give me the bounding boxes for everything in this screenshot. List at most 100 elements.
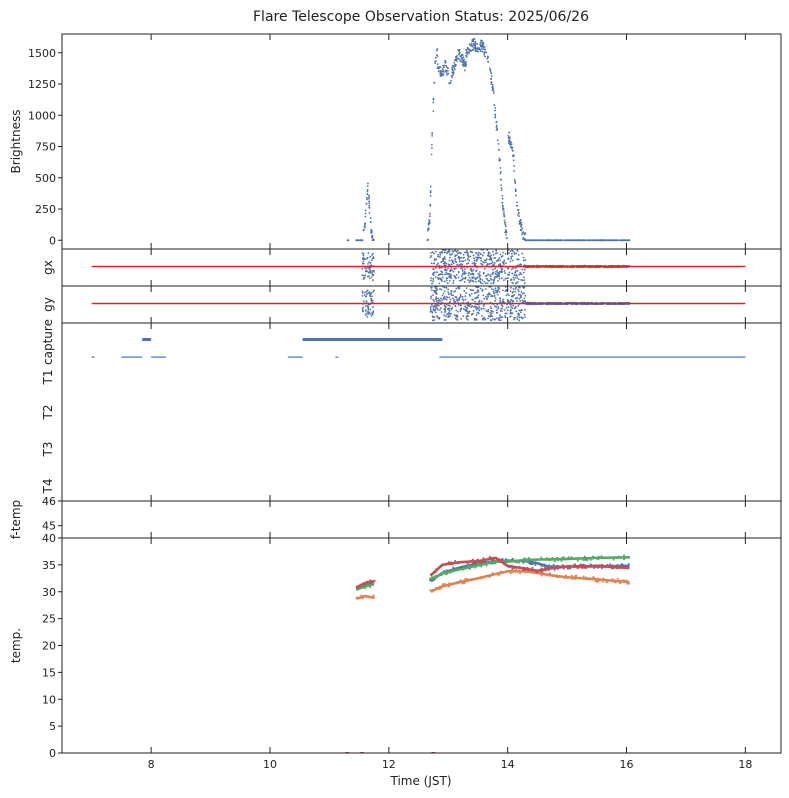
brightness-point (435, 49, 438, 52)
gy-point (474, 292, 476, 294)
gx-point (498, 277, 501, 280)
gy-point (430, 286, 433, 289)
brightness-point (465, 52, 468, 54)
gy-point (516, 297, 518, 300)
gx-point (461, 273, 464, 276)
gy-point (501, 301, 504, 303)
gx-point (367, 252, 370, 254)
brightness-point (439, 74, 442, 77)
gx-point (477, 279, 480, 282)
gy-point (365, 312, 367, 315)
brightness-point (474, 47, 477, 50)
temp-red-sample (620, 565, 623, 568)
temp-blue-sample (433, 578, 436, 581)
brightness-point (492, 85, 494, 88)
gx-point (475, 256, 478, 259)
gx-point (496, 260, 499, 262)
brightness-point (513, 164, 516, 167)
temp-orange-sample (429, 589, 432, 592)
brightness-point (512, 155, 515, 158)
gx-point (510, 279, 513, 282)
y-tick-label: 750 (35, 141, 56, 154)
gy-point (444, 297, 447, 300)
gy-point (495, 306, 498, 308)
gx-point (362, 260, 365, 263)
temp-green-sample (623, 556, 626, 559)
y-tick-label: 46 (42, 495, 56, 508)
brightness-point (368, 206, 371, 209)
gy-point (369, 293, 372, 296)
temp-red-sample (555, 564, 558, 567)
temp-green-sample (595, 557, 598, 560)
brightness-point (368, 200, 371, 203)
baseline-interval (151, 356, 166, 358)
gx-point (441, 273, 444, 276)
brightness-point (589, 239, 592, 242)
brightness-point (510, 143, 513, 146)
brightness-point (518, 212, 520, 215)
gx-point (454, 254, 457, 257)
gx-point (445, 279, 448, 282)
temp-green-sample (431, 576, 434, 579)
temp-red-sample (611, 564, 614, 567)
gx-point (510, 257, 512, 260)
brightness-point (468, 52, 470, 55)
gy-point (504, 286, 507, 288)
brightness-point (520, 225, 522, 228)
temp-red-sample (483, 560, 486, 563)
gx-point (464, 277, 467, 280)
gx-point (474, 262, 477, 265)
gx-point (473, 257, 475, 260)
brightness-point (444, 61, 446, 64)
gy-point (366, 289, 369, 292)
gx-point (444, 261, 446, 264)
gx-point (503, 259, 506, 262)
gx-point (467, 258, 469, 260)
brightness-point (441, 73, 444, 76)
brightness-points (346, 37, 631, 242)
gx-point (438, 256, 441, 258)
gy-point (523, 297, 526, 300)
temp-orange-sample (461, 582, 464, 585)
temp-green-sample (480, 565, 483, 568)
gy-point (442, 292, 445, 295)
gy-point (499, 299, 502, 302)
gx-point (482, 272, 485, 275)
gx-point (465, 262, 468, 265)
gy-point (472, 289, 475, 292)
gx-point (460, 275, 463, 278)
brightness-point (453, 68, 456, 71)
gx-point (449, 276, 451, 279)
gx-point (479, 280, 482, 283)
brightness-point (498, 148, 500, 151)
gx-point (371, 273, 374, 276)
temp-green-sample (490, 562, 493, 565)
temp-orange-sample (487, 574, 490, 577)
brightness-point (428, 220, 431, 222)
brightness-point (363, 225, 366, 228)
gx-point (368, 268, 371, 271)
gx-point (486, 264, 488, 267)
temp-orange-sample (597, 579, 600, 582)
brightness-point (514, 180, 516, 183)
gy-point (516, 315, 519, 318)
temp-green-sample (615, 556, 618, 559)
brightness-point (553, 239, 556, 242)
gy-point (435, 300, 438, 302)
gx-point (464, 268, 466, 271)
temp-red-sample (447, 561, 450, 564)
brightness-point (472, 40, 475, 43)
temp-green-sample (445, 573, 448, 576)
temp-orange-sample (475, 578, 478, 581)
gx-point (455, 273, 458, 276)
gx-point (513, 278, 515, 281)
brightness-point (358, 239, 360, 242)
gy-point (519, 311, 522, 314)
gy-point (366, 311, 369, 313)
brightness-point (501, 194, 504, 197)
gy-point (433, 289, 436, 292)
temp-green-line (429, 556, 630, 581)
brightness-point (516, 209, 519, 211)
y-tick-label: 40 (42, 532, 56, 545)
gx-point (436, 271, 438, 274)
